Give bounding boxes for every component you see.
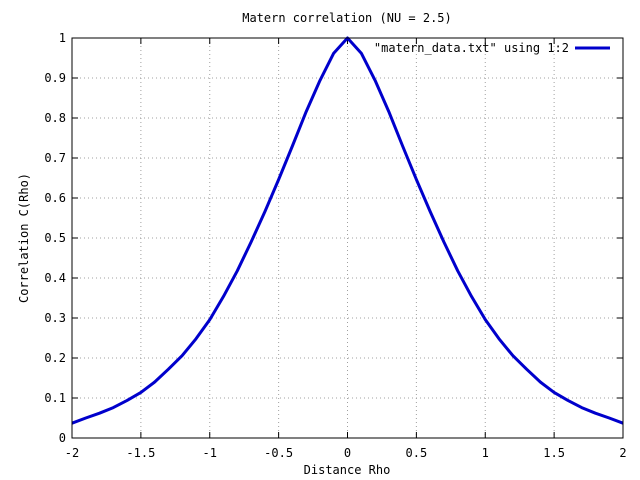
- x-tick-label: -2: [65, 446, 79, 460]
- axis-ticks: [71, 37, 624, 439]
- y-tick-label: 0.3: [44, 311, 66, 325]
- x-tick-label: -0.5: [264, 446, 293, 460]
- y-tick-label: 0: [59, 431, 66, 445]
- x-tick-label: 0: [344, 446, 351, 460]
- x-tick-labels: -2 -1.5 -1 -0.5 0 0.5 1 1.5 2: [65, 446, 627, 460]
- y-axis-label: Correlation C(Rho): [17, 173, 31, 303]
- x-tick-label: 1.5: [543, 446, 565, 460]
- y-tick-label: 0.5: [44, 231, 66, 245]
- y-tick-label: 0.6: [44, 191, 66, 205]
- y-tick-label: 0.7: [44, 151, 66, 165]
- legend-label: "matern_data.txt" using 1:2: [374, 41, 569, 55]
- chart-title: Matern correlation (NU = 2.5): [242, 11, 452, 25]
- x-tick-label: 0.5: [406, 446, 428, 460]
- plot-frame: [71, 37, 624, 439]
- x-tick-label: 2: [619, 446, 626, 460]
- legend: "matern_data.txt" using 1:2: [374, 41, 610, 55]
- y-tick-label: 1: [59, 31, 66, 45]
- y-tick-label: 0.8: [44, 111, 66, 125]
- x-tick-label: -1.5: [126, 446, 155, 460]
- y-tick-label: 0.9: [44, 71, 66, 85]
- x-tick-label: 1: [482, 446, 489, 460]
- y-tick-label: 0.2: [44, 351, 66, 365]
- grid: [72, 38, 623, 438]
- x-tick-label: -1: [203, 446, 217, 460]
- y-tick-labels: 0 0.1 0.2 0.3 0.4 0.5 0.6 0.7 0.8 0.9 1: [44, 31, 66, 445]
- x-axis-label: Distance Rho: [304, 463, 391, 477]
- y-tick-label: 0.4: [44, 271, 66, 285]
- y-tick-label: 0.1: [44, 391, 66, 405]
